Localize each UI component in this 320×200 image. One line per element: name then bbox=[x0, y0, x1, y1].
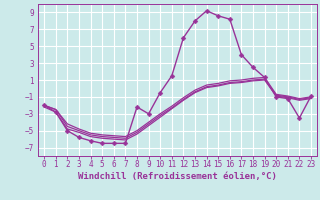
X-axis label: Windchill (Refroidissement éolien,°C): Windchill (Refroidissement éolien,°C) bbox=[78, 172, 277, 181]
